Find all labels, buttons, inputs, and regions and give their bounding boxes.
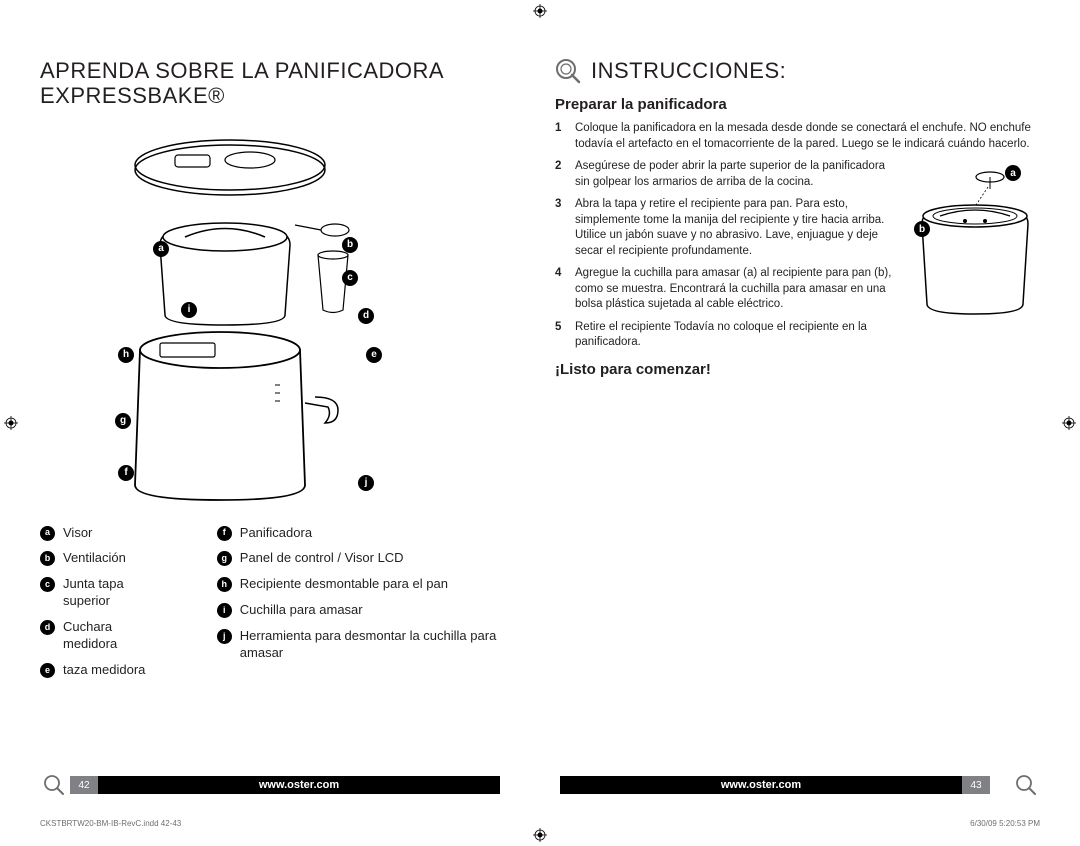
legend-text: Panel de control / Visor LCD [240, 550, 404, 567]
legend-text: Herramienta para desmontar la cuchilla p… [240, 628, 525, 662]
diagram-label-f: f [118, 465, 134, 481]
step-number: 3 [555, 197, 567, 259]
print-meta-right: 6/30/09 5:20:53 PM [970, 819, 1040, 828]
legend-item: j Herramienta para desmontar la cuchilla … [217, 628, 525, 662]
inset-label-a: a [1005, 165, 1021, 181]
step-text: Coloque la panificadora en la mesada des… [575, 121, 1040, 152]
exploded-diagram: a b c i d h e g f j [40, 125, 525, 505]
magnifier-icon [555, 58, 581, 84]
diagram-label-a: a [153, 241, 169, 257]
left-page: APRENDA SOBRE LA PANIFICADORA EXPRESSBAK… [40, 58, 525, 679]
legend-item: g Panel de control / Visor LCD [217, 550, 525, 567]
ready-text: ¡Listo para comenzar! [555, 361, 895, 378]
diagram-label-g: g [115, 413, 131, 429]
legend-bullet: c [40, 577, 55, 592]
footer-url: www.oster.com [98, 779, 500, 791]
step-text: Abra la tapa y retire el recipiente para… [575, 197, 895, 259]
legend-item: d Cuchara medidora [40, 619, 167, 653]
legend-text: Ventilación [63, 550, 126, 567]
legend-text: Junta tapa superior [63, 576, 167, 610]
legend-text: Recipiente desmontable para el pan [240, 576, 448, 593]
diagram-label-e: e [366, 347, 382, 363]
page-number-right: 43 [962, 776, 990, 794]
diagram-label-b: b [342, 237, 358, 253]
diagram-label-j: j [358, 475, 374, 491]
legend-item: h Recipiente desmontable para el pan [217, 576, 525, 593]
left-page-title: APRENDA SOBRE LA PANIFICADORA EXPRESSBAK… [40, 58, 525, 109]
legend-item: f Panificadora [217, 525, 525, 542]
footer-bar-left: 42 www.oster.com [70, 776, 500, 794]
step-text: Asegúrese de poder abrir la parte superi… [575, 159, 895, 190]
legend-item: b Ventilación [40, 550, 167, 567]
legend-text: Cuchara medidora [63, 619, 167, 653]
legend-bullet: b [40, 551, 55, 566]
step-number: 5 [555, 320, 567, 351]
legend-bullet: i [217, 603, 232, 618]
legend-bullet: h [217, 577, 232, 592]
legend-bullet: j [217, 629, 232, 644]
registration-mark-icon [533, 828, 547, 842]
legend-text: taza medidora [63, 662, 145, 679]
legend-bullet: e [40, 663, 55, 678]
step-number: 1 [555, 121, 567, 152]
legend-text: Visor [63, 525, 92, 542]
step-number: 4 [555, 266, 567, 313]
bread-pan-icon [910, 159, 1040, 319]
legend-bullet: f [217, 526, 232, 541]
subhead: Preparar la panificadora [555, 96, 1040, 113]
inset-figure: a b [910, 159, 1040, 319]
step-number: 2 [555, 159, 567, 190]
right-page-title: INSTRUCCIONES: [591, 58, 786, 84]
print-meta-left: CKSTBRTW20-BM-IB-RevC.indd 42-43 [40, 819, 181, 828]
legend-bullet: g [217, 551, 232, 566]
magnifier-icon [1015, 774, 1037, 796]
inset-label-b: b [914, 221, 930, 237]
diagram-label-h: h [118, 347, 134, 363]
legend-text: Panificadora [240, 525, 312, 542]
page-number-left: 42 [70, 776, 98, 794]
legend-item: a Visor [40, 525, 167, 542]
footer-bar-right: www.oster.com 43 [560, 776, 990, 794]
breadmaker-diagram-icon [80, 125, 380, 505]
step-text: Retire el recipiente Todavía no coloque … [575, 320, 895, 351]
legend-bullet: d [40, 620, 55, 635]
legend-item: c Junta tapa superior [40, 576, 167, 610]
legend-bullet: a [40, 526, 55, 541]
diagram-label-d: d [358, 308, 374, 324]
instructions-list: 1 Coloque la panificadora en la mesada de… [555, 121, 1040, 152]
footer-url: www.oster.com [560, 779, 962, 791]
legend-item: e taza medidora [40, 662, 167, 679]
legend: aVisorbVentilacióncJunta tapa superiordC… [40, 525, 525, 679]
step-text: Agregue la cuchilla para amasar (a) al r… [575, 266, 895, 313]
magnifier-icon [43, 774, 65, 796]
legend-item: i Cuchilla para amasar [217, 602, 525, 619]
diagram-label-c: c [342, 270, 358, 286]
diagram-label-i: i [181, 302, 197, 318]
right-page: INSTRUCCIONES: Preparar la panificadora … [555, 58, 1040, 679]
legend-text: Cuchilla para amasar [240, 602, 363, 619]
